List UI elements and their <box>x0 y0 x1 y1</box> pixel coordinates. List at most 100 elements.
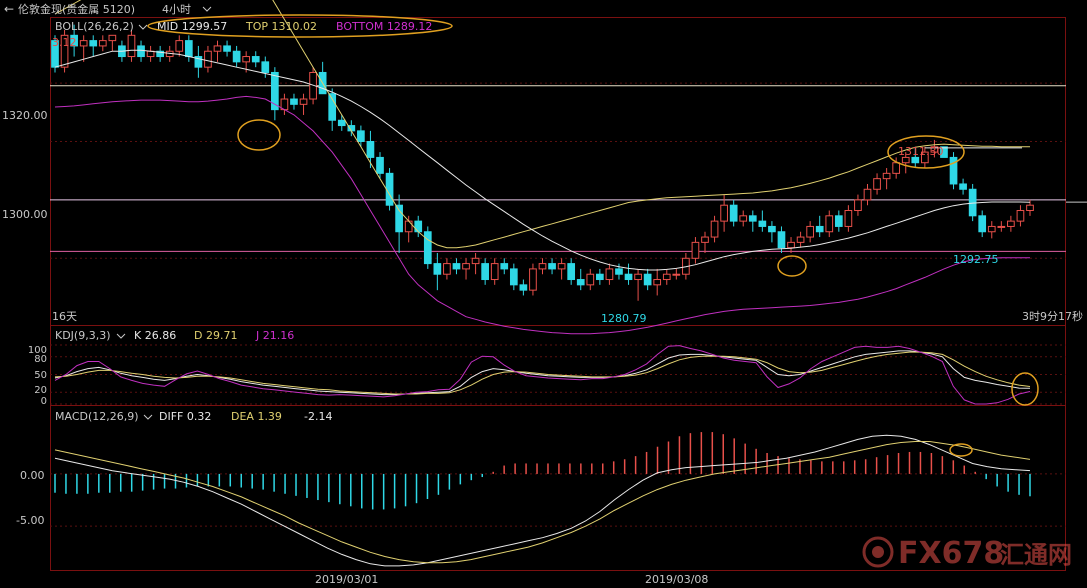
candle <box>615 263 623 280</box>
candle <box>596 268 604 285</box>
x-axis-date-0301: 2019/03/01 <box>315 573 378 586</box>
candle <box>729 199 738 227</box>
candle-body-down <box>232 50 241 63</box>
candle-body-up <box>739 215 748 222</box>
candle-body-down <box>137 45 145 58</box>
candle-body-down <box>223 45 231 52</box>
candle <box>576 268 585 291</box>
kdj-indicator-label[interactable]: KDJ(9,3,3) <box>55 329 111 342</box>
watermark-logo-inner-icon <box>872 546 884 558</box>
candle <box>834 210 843 232</box>
candle <box>940 146 948 158</box>
boll-corner-value: 3.12 <box>52 36 77 49</box>
candle-body-down <box>290 98 298 105</box>
candle <box>701 231 709 253</box>
candle <box>863 183 872 206</box>
candle-body-up <box>863 188 872 201</box>
candle <box>739 210 748 227</box>
annotation-mid-circle <box>777 255 807 277</box>
kdj-line-d <box>54 351 1031 395</box>
candle <box>290 93 298 110</box>
candle-body-down <box>271 71 279 111</box>
candle-body-up <box>1007 220 1015 227</box>
boll-bottom-label: BOTTOM 1289.12 <box>336 20 432 33</box>
candle-body-up <box>60 34 69 68</box>
kdj-line-j <box>54 345 1031 405</box>
macd-panel-frame <box>50 405 1066 571</box>
kdj-k-label: K 26.86 <box>134 329 176 342</box>
candle <box>538 258 547 275</box>
candle-body-down <box>911 156 920 164</box>
candle <box>79 35 88 62</box>
candle <box>98 35 107 52</box>
candle-body-up <box>242 56 251 63</box>
period-selector[interactable]: 4小时 <box>162 3 191 16</box>
candle-body-up <box>538 263 547 270</box>
candle <box>1016 205 1025 227</box>
candle-body-down <box>385 172 394 206</box>
candle-body-up <box>710 220 719 238</box>
candle-body-up <box>844 210 853 227</box>
candle <box>70 24 78 57</box>
boll-mid-label: MID 1299.57 <box>157 20 227 33</box>
candle-body-up <box>873 178 881 190</box>
macd-dea-label: DEA 1.39 <box>231 410 282 423</box>
period-chevron-down-icon[interactable] <box>202 6 212 12</box>
candle <box>921 146 929 169</box>
candle <box>720 194 728 232</box>
kdj-layer <box>50 344 1066 405</box>
candle <box>127 30 136 62</box>
watermark: FX678 汇通网 <box>862 536 1072 571</box>
candle <box>930 139 939 158</box>
candle-body-down <box>643 273 652 286</box>
candle <box>796 231 805 248</box>
candle <box>787 237 795 253</box>
candle-body-up <box>605 268 614 281</box>
candle <box>768 221 776 243</box>
candle-body-down <box>357 130 365 142</box>
boll-chevron-down-icon[interactable] <box>138 24 148 30</box>
candle <box>423 226 432 269</box>
boll-indicator-label[interactable]: BOLL(26,26,2) <box>55 20 134 33</box>
candle <box>213 40 222 62</box>
candle <box>232 45 241 68</box>
candle-body-up <box>892 162 901 174</box>
candle <box>204 45 212 73</box>
watermark-text: FX678 <box>898 536 1004 571</box>
candle <box>901 152 910 174</box>
candle-body-down <box>978 215 987 233</box>
boll-top-line <box>54 0 1031 249</box>
x-axis-date-0308: 2019/03/08 <box>645 573 708 586</box>
candle-body-down <box>156 50 164 58</box>
kdj-y-tick-50: 50 <box>34 370 47 381</box>
candle-body-down <box>376 156 384 174</box>
candle <box>443 258 451 280</box>
candle <box>672 268 681 280</box>
kdj-y-tick-20: 20 <box>34 385 47 396</box>
candle <box>251 51 260 68</box>
candle <box>60 30 69 73</box>
candle <box>758 210 767 232</box>
candle-body-up <box>213 45 222 52</box>
countdown-label: 3时9分17秒 <box>1022 309 1083 323</box>
candle <box>643 268 652 291</box>
candle-body-up <box>672 273 681 276</box>
candle-body-down <box>395 204 403 233</box>
candle <box>490 258 499 285</box>
macd-value-label: -2.14 <box>304 410 332 423</box>
candle <box>175 35 184 57</box>
macd-indicator-label[interactable]: MACD(12,26,9) <box>55 410 139 423</box>
candle-body-down <box>729 204 738 222</box>
boll-bottom-line <box>54 95 1031 335</box>
candle <box>376 152 384 179</box>
back-arrow-icon[interactable]: ← <box>4 2 14 16</box>
days-label: 16天 <box>52 310 77 323</box>
candle <box>395 194 403 253</box>
candle <box>959 178 967 195</box>
lines-layer <box>54 0 1031 335</box>
kdj-chevron-down-icon[interactable] <box>116 333 126 339</box>
macd-chevron-down-icon[interactable] <box>143 414 153 420</box>
candle-body-down <box>89 40 98 47</box>
candle-body-down <box>251 56 260 63</box>
candle-body-up <box>701 236 709 243</box>
